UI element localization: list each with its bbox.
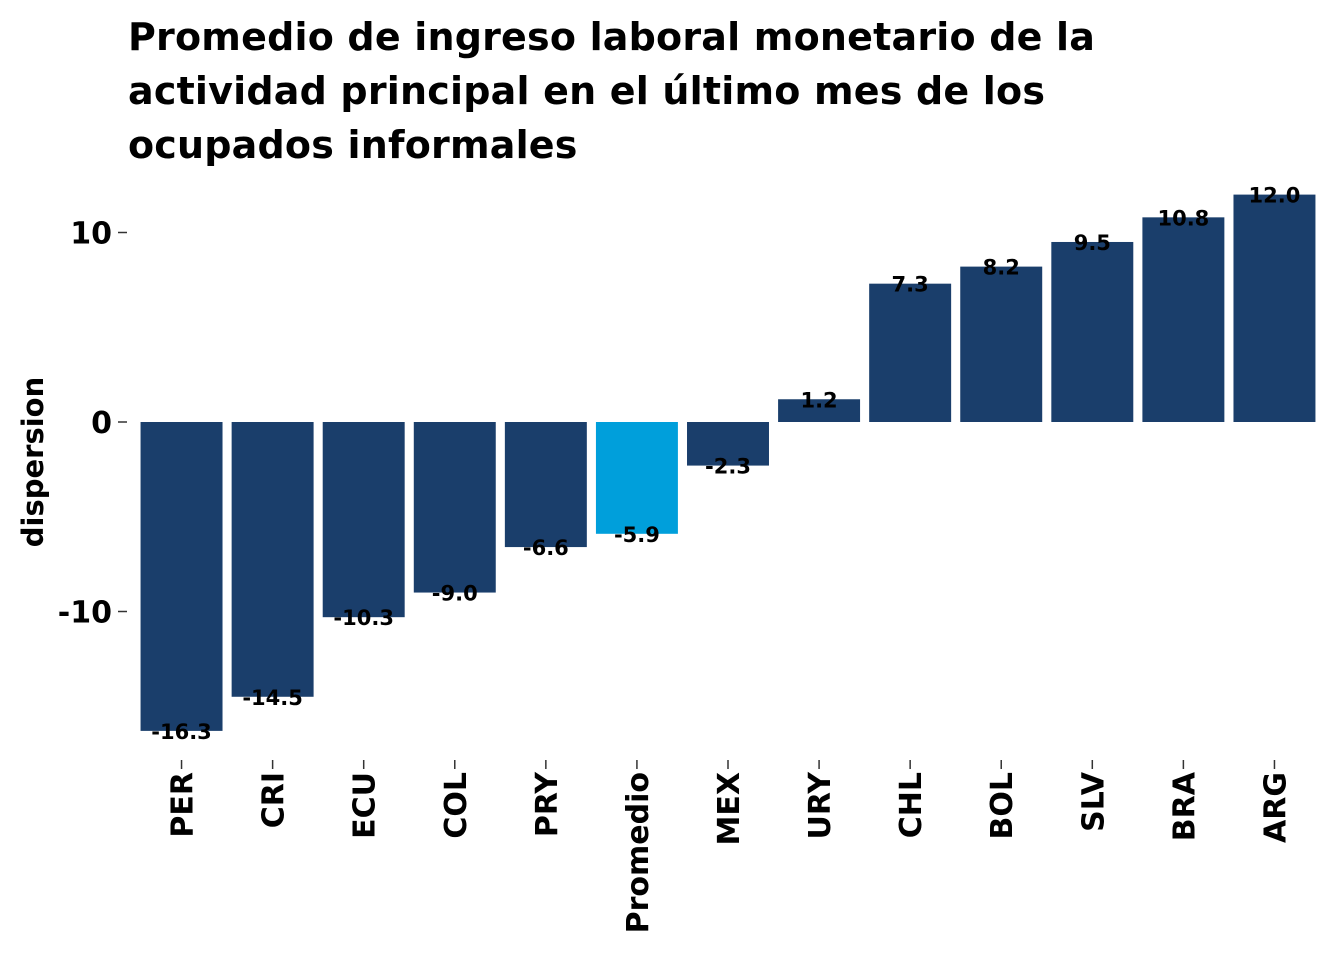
x-tick-label: BRA <box>1167 771 1202 841</box>
x-tick-label: PRY <box>530 771 565 837</box>
bar-value-label: -2.3 <box>705 455 751 479</box>
bar-ury <box>778 399 861 422</box>
bar-arg <box>1233 194 1316 422</box>
y-axis-title: dispersion <box>16 377 50 547</box>
x-tick-label: BOL <box>985 772 1020 840</box>
bar-value-label: 1.2 <box>800 388 837 412</box>
bars <box>140 194 1316 731</box>
x-tick-label: URY <box>803 771 838 840</box>
bar-slv <box>1051 241 1134 422</box>
bar-value-labels: -16.3 -14.5 -10.3 -9.0 -6.6 -5.9 -2.3 1.2 7.3 8.2… <box>151 184 1300 744</box>
bar-value-label: -16.3 <box>151 720 212 744</box>
bar-cri <box>231 422 314 697</box>
x-tick-label: MEX <box>712 772 747 845</box>
y-tick-label: 0 <box>91 406 112 441</box>
x-tick-label: ECU <box>348 772 383 839</box>
x-tick-label: ARG <box>1258 772 1293 843</box>
x-tick-label: PER <box>166 772 201 838</box>
bar-value-label: 8.2 <box>983 256 1020 280</box>
x-axis: PER CRI ECU COL PRY Promedio MEX URY CHL BOL SLV BR… <box>166 760 1293 933</box>
bar-value-label: -14.5 <box>242 686 303 710</box>
bar-value-label: 12.0 <box>1249 184 1301 208</box>
bar-value-label: -5.9 <box>614 523 660 547</box>
bar-mex <box>687 422 769 466</box>
bar-value-label: 7.3 <box>892 273 929 297</box>
bar-chl <box>869 283 952 422</box>
x-tick-label: CRI <box>257 772 292 828</box>
bar-promedio <box>595 422 678 534</box>
x-tick-label: CHL <box>894 772 929 838</box>
bar-value-label: 10.8 <box>1157 206 1209 230</box>
x-tick-label: Promedio <box>621 772 656 933</box>
bar-value-label: -6.6 <box>523 536 569 560</box>
x-tick-label: SLV <box>1076 771 1111 832</box>
x-tick-label: COL <box>439 772 474 839</box>
bar-bra <box>1142 217 1225 422</box>
bar-bol <box>960 266 1043 422</box>
bar-value-label: -10.3 <box>333 606 394 630</box>
bar-value-label: -9.0 <box>432 582 478 606</box>
chart-title: Promedio de ingreso laboral monetario de… <box>128 15 1096 167</box>
y-tick-label: 10 <box>70 217 112 252</box>
bar-per <box>140 422 223 731</box>
y-tick-label: -10 <box>58 596 112 631</box>
bar-pry <box>504 422 587 548</box>
bar-col <box>413 422 496 593</box>
y-axis: -10 0 10 <box>58 217 127 631</box>
bar-value-label: 9.5 <box>1074 231 1111 255</box>
bar-ecu <box>322 422 405 618</box>
